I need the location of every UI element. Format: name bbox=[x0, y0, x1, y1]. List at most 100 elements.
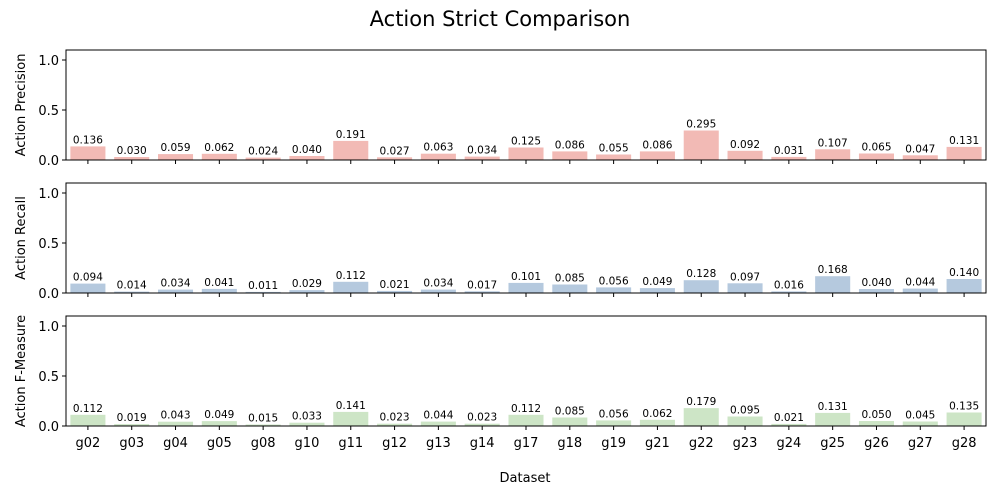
data-label: 0.049 bbox=[204, 409, 234, 421]
data-label: 0.027 bbox=[380, 145, 410, 157]
data-label: 0.125 bbox=[511, 136, 541, 148]
bar bbox=[639, 419, 675, 426]
data-label: 0.065 bbox=[861, 142, 891, 154]
x-tick-label: g02 bbox=[76, 436, 101, 451]
data-label: 0.059 bbox=[160, 142, 190, 154]
bar bbox=[815, 149, 851, 160]
bar bbox=[245, 157, 281, 160]
x-tick-label: g10 bbox=[295, 436, 320, 451]
x-tick-label: g08 bbox=[251, 436, 276, 451]
bar bbox=[771, 156, 807, 160]
data-label: 0.092 bbox=[730, 139, 760, 151]
y-tick-label: 1.0 bbox=[38, 187, 59, 202]
bar bbox=[858, 421, 894, 426]
x-tick-label: g12 bbox=[382, 436, 407, 451]
data-label: 0.131 bbox=[818, 401, 848, 413]
bar bbox=[158, 421, 194, 426]
bar bbox=[201, 153, 237, 160]
bar bbox=[464, 423, 500, 426]
data-label: 0.112 bbox=[511, 403, 541, 415]
data-label: 0.040 bbox=[861, 277, 891, 289]
bar bbox=[420, 153, 456, 160]
y-axis-label: Action F-Measure bbox=[14, 315, 29, 427]
bar bbox=[158, 289, 194, 293]
x-tick-label: g17 bbox=[514, 436, 539, 451]
bar bbox=[552, 151, 588, 160]
bar bbox=[420, 421, 456, 426]
bar bbox=[289, 290, 325, 293]
data-label: 0.030 bbox=[117, 145, 147, 157]
data-label: 0.135 bbox=[949, 401, 979, 413]
data-label: 0.041 bbox=[204, 277, 234, 289]
data-label: 0.112 bbox=[73, 403, 103, 415]
x-tick-label: g13 bbox=[426, 436, 451, 451]
x-tick-label: g25 bbox=[820, 436, 845, 451]
chart-title: Action Strict Comparison bbox=[370, 7, 631, 31]
data-label: 0.021 bbox=[774, 412, 804, 424]
bar bbox=[683, 408, 719, 426]
data-label: 0.062 bbox=[204, 142, 234, 154]
y-tick-label: 1.0 bbox=[38, 54, 59, 69]
bar bbox=[70, 414, 106, 426]
bar bbox=[858, 289, 894, 293]
bar bbox=[508, 414, 544, 426]
bar bbox=[464, 291, 500, 293]
bar bbox=[245, 424, 281, 426]
bar bbox=[201, 421, 237, 426]
data-label: 0.040 bbox=[292, 144, 322, 156]
data-label: 0.062 bbox=[642, 408, 672, 420]
data-label: 0.031 bbox=[774, 145, 804, 157]
data-label: 0.016 bbox=[774, 279, 804, 291]
bar bbox=[858, 153, 894, 160]
panel-3: 0.112 0.019 0.043 0.049 0.015 0.033 0.141 0.023… bbox=[14, 315, 987, 451]
data-label: 0.050 bbox=[861, 409, 891, 421]
bar bbox=[377, 423, 413, 426]
bar bbox=[333, 411, 369, 426]
bar bbox=[683, 130, 719, 160]
data-label: 0.049 bbox=[642, 276, 672, 288]
data-label: 0.112 bbox=[336, 270, 366, 282]
data-label: 0.056 bbox=[599, 408, 629, 420]
data-label: 0.136 bbox=[73, 134, 103, 146]
bar bbox=[771, 423, 807, 426]
data-label: 0.128 bbox=[686, 268, 716, 280]
data-label: 0.095 bbox=[730, 405, 760, 417]
data-label: 0.023 bbox=[467, 412, 497, 424]
data-label: 0.021 bbox=[380, 279, 410, 291]
bar bbox=[727, 416, 763, 426]
bar bbox=[377, 290, 413, 293]
bar bbox=[464, 156, 500, 160]
data-label: 0.019 bbox=[117, 412, 147, 424]
data-label: 0.168 bbox=[818, 264, 848, 276]
bar bbox=[946, 279, 982, 293]
data-label: 0.017 bbox=[467, 279, 497, 291]
bar bbox=[596, 420, 632, 426]
data-label: 0.044 bbox=[423, 410, 453, 422]
x-tick-label: g28 bbox=[952, 436, 977, 451]
data-label: 0.034 bbox=[423, 278, 453, 290]
bar bbox=[902, 421, 938, 426]
data-label: 0.045 bbox=[905, 410, 935, 422]
data-label: 0.034 bbox=[160, 278, 190, 290]
bar bbox=[114, 424, 150, 426]
y-axis-label: Action Precision bbox=[14, 54, 29, 157]
y-tick-label: 0.5 bbox=[38, 370, 59, 385]
data-label: 0.086 bbox=[555, 139, 585, 151]
data-label: 0.085 bbox=[555, 406, 585, 418]
data-label: 0.014 bbox=[117, 280, 147, 292]
bar bbox=[70, 146, 106, 160]
bar bbox=[158, 154, 194, 160]
data-label: 0.044 bbox=[905, 277, 935, 289]
bar bbox=[902, 288, 938, 293]
x-axis-label: Dataset bbox=[500, 471, 551, 486]
x-tick-label: g23 bbox=[733, 436, 758, 451]
x-tick-label: g18 bbox=[557, 436, 582, 451]
panel-2: 0.094 0.014 0.034 0.041 0.011 0.029 0.112 0.021… bbox=[14, 182, 987, 302]
x-tick-label: g24 bbox=[776, 436, 801, 451]
bar bbox=[596, 154, 632, 160]
y-tick-label: 0.0 bbox=[38, 154, 59, 169]
bar bbox=[70, 283, 106, 293]
bar bbox=[333, 140, 369, 160]
x-tick-label: g11 bbox=[338, 436, 363, 451]
